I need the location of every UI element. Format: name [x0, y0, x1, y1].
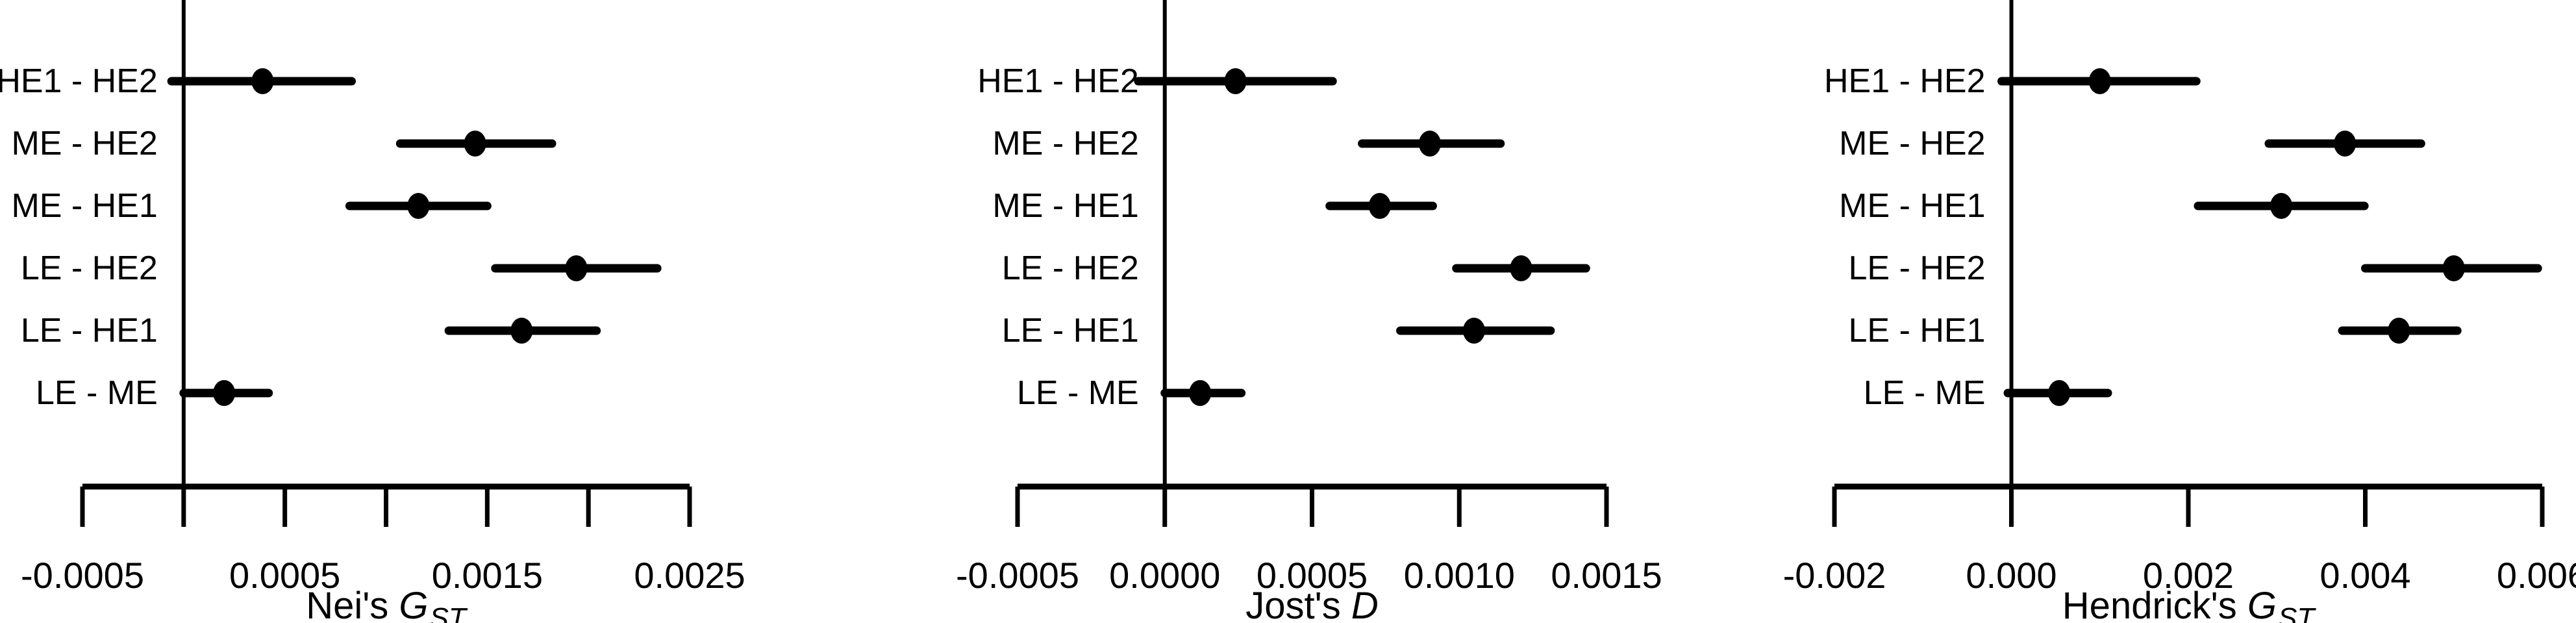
- estimate-marker: [213, 380, 236, 406]
- estimate-marker: [1462, 318, 1485, 344]
- forest-row-he1-he2: HE1 - HE2: [977, 62, 1337, 100]
- estimate-marker: [2270, 193, 2293, 219]
- category-label: ME - HE1: [1839, 187, 1985, 225]
- x-tick-label: 0.0005: [1257, 555, 1368, 596]
- estimate-marker: [2088, 68, 2111, 94]
- forest-row-le-me: LE - ME: [1017, 374, 1246, 412]
- x-tick-label: 0.0000: [1109, 555, 1220, 596]
- category-label: LE - HE1: [1849, 312, 1986, 350]
- category-label: LE - ME: [1017, 374, 1139, 412]
- forest-panel-1: HE1 - HE2 ME - HE2 ME - HE1 LE - HE2 LE - HE…: [0, 0, 745, 623]
- x-tick-label: 0.004: [2320, 555, 2410, 596]
- forest-row-le-he1: LE - HE1: [21, 312, 601, 350]
- x-tick-label: 0.0015: [432, 555, 543, 596]
- x-tick-label: 0.0005: [229, 555, 340, 596]
- axis-title: Jost's D: [1245, 585, 1378, 623]
- forest-row-me-he1: ME - HE1: [992, 187, 1437, 225]
- category-label: HE1 - HE2: [0, 62, 158, 100]
- forest-row-me-he2: ME - HE2: [1839, 125, 2425, 162]
- x-tick-label: 0.002: [2143, 555, 2234, 596]
- x-tick-label: 0.0025: [634, 555, 745, 596]
- x-tick-label: 0.0015: [1551, 555, 1662, 596]
- category-label: HE1 - HE2: [1824, 62, 1986, 100]
- category-label: LE - HE1: [21, 312, 158, 350]
- estimate-marker: [2388, 318, 2410, 344]
- category-label: ME - HE2: [992, 125, 1138, 162]
- forest-row-me-he2: ME - HE2: [992, 125, 1505, 162]
- x-tick-label: -0.0005: [21, 555, 144, 596]
- category-label: ME - HE1: [11, 187, 157, 225]
- forest-row-le-he2: LE - HE2: [21, 249, 662, 287]
- x-tick-label: 0.0010: [1404, 555, 1515, 596]
- forest-row-le-he2: LE - HE2: [1849, 249, 2542, 287]
- estimate-marker: [464, 131, 486, 157]
- x-tick-label: 0.006: [2497, 555, 2576, 596]
- estimate-marker: [510, 318, 533, 344]
- category-label: ME - HE2: [11, 125, 157, 162]
- forest-row-le-he1: LE - HE1: [1002, 312, 1555, 350]
- forest-panel-2: HE1 - HE2 ME - HE2 ME - HE1 LE - HE2 LE - HE…: [956, 0, 1662, 623]
- forest-row-he1-he2: HE1 - HE2: [1824, 62, 2201, 100]
- x-tick-label: -0.002: [1783, 555, 1886, 596]
- category-label: HE1 - HE2: [977, 62, 1139, 100]
- estimate-marker: [1224, 68, 1247, 94]
- x-tick-label: -0.0005: [956, 555, 1079, 596]
- x-tick-label: 0.000: [1966, 555, 2057, 596]
- forest-row-me-he2: ME - HE2: [11, 125, 556, 162]
- forest-row-he1-he2: HE1 - HE2: [0, 62, 356, 100]
- estimate-marker: [251, 68, 274, 94]
- category-label: LE - ME: [36, 374, 158, 412]
- estimate-marker: [1368, 193, 1391, 219]
- estimate-marker: [565, 255, 588, 281]
- estimate-marker: [2442, 255, 2465, 281]
- axis-title: Hendrick's GST: [2062, 585, 2317, 623]
- category-label: LE - ME: [1864, 374, 1986, 412]
- category-label: LE - HE2: [1002, 249, 1139, 287]
- forest-row-me-he1: ME - HE1: [11, 187, 492, 225]
- forest-row-le-me: LE - ME: [36, 374, 273, 412]
- forest-panel-3: HE1 - HE2 ME - HE2 ME - HE1 LE - HE2 LE - HE…: [1783, 0, 2576, 623]
- category-label: ME - HE1: [992, 187, 1138, 225]
- estimate-marker: [1189, 380, 1212, 406]
- category-label: LE - HE1: [1002, 312, 1139, 350]
- category-label: LE - HE2: [1849, 249, 1986, 287]
- estimate-marker: [407, 193, 430, 219]
- estimate-marker: [2334, 131, 2357, 157]
- estimate-marker: [2048, 380, 2071, 406]
- estimate-marker: [1510, 255, 1532, 281]
- forest-row-le-he2: LE - HE2: [1002, 249, 1590, 287]
- estimate-marker: [1418, 131, 1441, 157]
- category-label: ME - HE2: [1839, 125, 1985, 162]
- forest-row-me-he1: ME - HE1: [1839, 187, 2369, 225]
- forest-row-le-me: LE - ME: [1864, 374, 2112, 412]
- forest-row-le-he1: LE - HE1: [1849, 312, 2462, 350]
- category-label: LE - HE2: [21, 249, 158, 287]
- axis-title: Nei's GST: [306, 585, 468, 623]
